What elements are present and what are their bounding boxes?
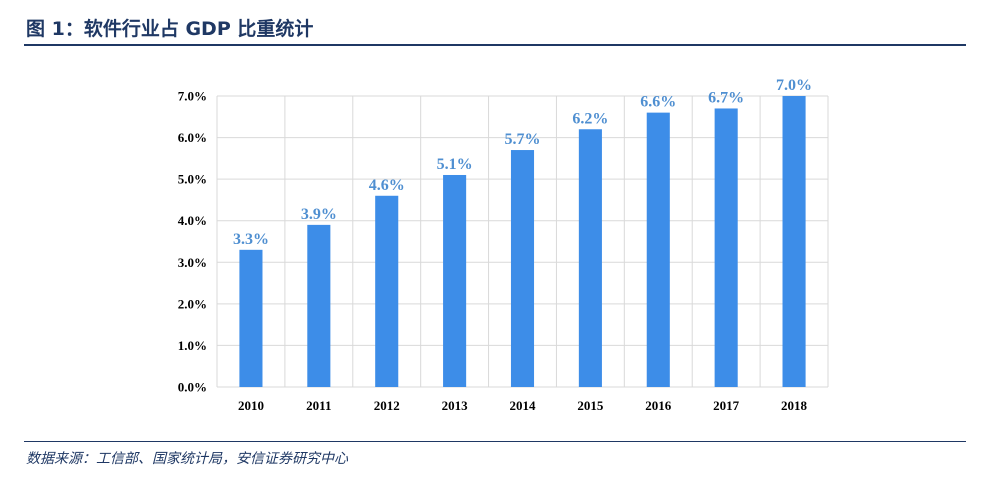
data-label: 5.7% (505, 131, 541, 148)
data-label: 4.6% (369, 177, 405, 194)
bar (510, 150, 535, 387)
bar (307, 224, 331, 387)
y-tick-label: 6.0% (178, 130, 207, 145)
bar (375, 195, 399, 387)
bar (646, 112, 670, 387)
source-note: 数据来源：工信部、国家统计局，安信证券研究中心 (26, 451, 348, 467)
data-label: 7.0% (776, 77, 812, 94)
bar (782, 96, 806, 387)
x-tick-label: 2017 (713, 398, 740, 413)
y-axis-ticks: 0.0% 1.0% 2.0% 3.0% 4.0% 5.0% 6.0% 7.0% (178, 89, 207, 395)
bars (239, 96, 806, 387)
source-rule (24, 441, 966, 442)
data-label: 5.1% (437, 156, 473, 173)
data-label: 3.9% (301, 206, 337, 223)
bar (443, 174, 467, 387)
title-rule (24, 44, 966, 46)
x-axis-ticks: 2010 2011 2012 2013 2014 2015 2016 2017 2018 (238, 398, 808, 413)
y-tick-label: 4.0% (178, 213, 207, 228)
bar (714, 108, 738, 387)
figure-title: 图 1：软件行业占 GDP 比重统计 (26, 18, 314, 40)
x-tick-label: 2018 (781, 398, 808, 413)
bar-chart: 0.0%1.0%2.0%3.0%4.0%5.0%6.0%7.0% 2010 201… (178, 77, 829, 413)
y-tick-label: 5.0% (178, 172, 207, 187)
y-tick-label: 0.0% (178, 380, 207, 395)
y-tick-label: 3.0% (178, 255, 207, 270)
data-labels: 3.3% 3.9% 4.6% 5.1% 5.7% 6.2% 6.6% 6.7% 7.0% (233, 77, 812, 248)
data-label: 6.7% (708, 89, 744, 106)
x-tick-label: 2011 (306, 398, 331, 413)
data-label: 6.6% (640, 94, 676, 111)
x-tick-label: 2012 (374, 398, 400, 413)
bar (578, 129, 602, 387)
data-label: 6.2% (572, 110, 608, 127)
data-label: 3.3% (233, 231, 269, 248)
y-tick-label: 1.0% (178, 338, 207, 353)
bar (239, 249, 263, 387)
x-tick-label: 2015 (577, 398, 604, 413)
x-tick-label: 2014 (510, 398, 537, 413)
x-tick-label: 2013 (442, 398, 469, 413)
y-tick-label: 2.0% (178, 296, 207, 311)
x-tick-label: 2016 (645, 398, 672, 413)
x-tick-label: 2010 (238, 398, 264, 413)
y-tick-label: 7.0% (178, 89, 207, 104)
